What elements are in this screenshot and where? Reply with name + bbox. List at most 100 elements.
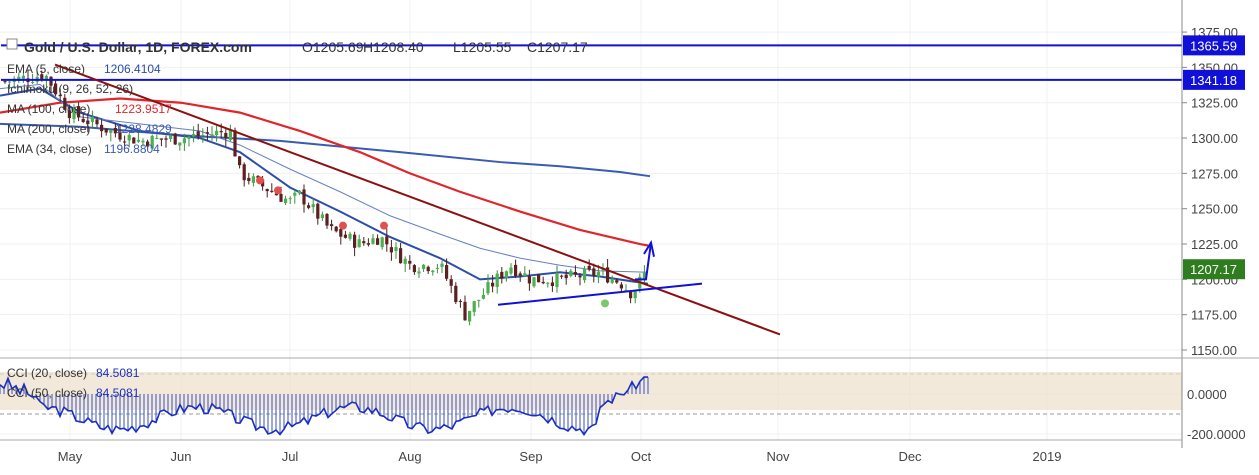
candle-body — [307, 205, 311, 208]
candle-body — [399, 248, 403, 264]
cci-oscillator — [0, 376, 649, 437]
candle-body — [353, 234, 357, 248]
candle-body — [376, 238, 380, 245]
candle-body — [100, 124, 104, 132]
candle-body — [472, 301, 476, 312]
candle-body — [288, 198, 292, 200]
candle-body — [394, 247, 398, 251]
candle-body — [270, 190, 274, 192]
price-tick-label: 1325.00 — [1191, 96, 1238, 111]
candle-body — [187, 136, 191, 139]
candle-body — [224, 132, 228, 138]
indicator-value: 1196.8804 — [104, 142, 160, 156]
hline-price-label: 1341.18 — [1190, 73, 1237, 88]
candle-body — [81, 118, 85, 123]
price-tick-label: 1150.00 — [1191, 343, 1237, 358]
time-label: Aug — [398, 449, 421, 464]
candle-body — [596, 271, 600, 277]
candle-body — [320, 214, 324, 219]
collapse-icon[interactable] — [6, 38, 18, 50]
candle-body — [63, 97, 67, 110]
candle-body — [504, 271, 508, 278]
price-tick-label: 1300.00 — [1191, 131, 1238, 146]
last-price-label-box — [1183, 259, 1245, 280]
candle-body — [316, 203, 320, 219]
oscillator-value: 84.5081 — [96, 366, 140, 380]
hline-price-label: 1365.59 — [1190, 38, 1237, 53]
candle-body — [481, 294, 485, 299]
cci-tick-label: 0.0000 — [1187, 387, 1227, 402]
signal-dot — [380, 221, 388, 230]
candle-body — [403, 258, 407, 264]
candle-body — [104, 128, 108, 133]
candle-body — [555, 272, 559, 288]
candle-body — [54, 83, 58, 95]
candle-body — [592, 268, 596, 276]
candle-body — [251, 176, 255, 183]
projection-arrow[interactable] — [635, 242, 652, 281]
candle-body — [196, 131, 200, 137]
candle-body — [178, 142, 182, 146]
candle-body — [389, 247, 393, 253]
candle-body — [569, 270, 573, 276]
candle-body — [435, 267, 439, 269]
candle-body — [440, 263, 444, 267]
candle-body — [247, 177, 251, 182]
candle-body — [495, 273, 499, 287]
cci-band — [0, 372, 1182, 410]
candle-body — [325, 214, 329, 226]
candle-body — [150, 135, 154, 149]
candle-body — [164, 138, 168, 140]
cci-line — [0, 376, 648, 437]
candle-body — [169, 135, 173, 139]
time-axis[interactable]: May Jun Jul Aug Sep Oct Nov Dec 2019 — [58, 449, 1062, 464]
candle-body — [454, 285, 458, 303]
price-tick-label: 1250.00 — [1191, 202, 1238, 217]
candle-body — [67, 110, 71, 119]
downtrend-line[interactable] — [54, 63, 781, 336]
candle-body — [77, 106, 81, 118]
candle-body — [159, 138, 163, 140]
candle-body — [238, 156, 242, 166]
candle-body — [95, 119, 99, 125]
candle-body — [242, 164, 246, 181]
support-line[interactable] — [497, 282, 703, 306]
candle-body — [274, 193, 278, 196]
signal-dot — [339, 221, 347, 230]
candle-body — [49, 76, 53, 86]
candle-body — [491, 282, 495, 287]
candle-body — [518, 273, 522, 276]
candle-body — [233, 130, 237, 157]
signal-dot — [601, 299, 609, 308]
candle-body — [146, 141, 150, 147]
candle-body — [583, 268, 587, 281]
candle-body — [431, 270, 435, 273]
candle-body — [256, 175, 260, 178]
candle-body — [219, 131, 223, 133]
cci-axis[interactable]: 0.0000 -200.0000 — [1187, 387, 1246, 442]
last-price-label: 1207.17 — [1190, 262, 1237, 277]
candle-body — [546, 282, 550, 284]
price-labels: 1365.59 1341.18 1207.17 — [1183, 35, 1245, 280]
indicator-label: EMA (5, close) — [7, 62, 85, 76]
candle-body — [72, 108, 76, 120]
candle-body — [215, 130, 219, 136]
candle-body — [463, 301, 467, 321]
candle-body — [113, 127, 117, 134]
candle-body — [619, 284, 623, 289]
ohlc-open: O1205.69 — [302, 39, 364, 55]
candle-body — [123, 141, 127, 143]
candle-body — [141, 140, 145, 143]
indicator-label: EMA (34, close) — [7, 142, 92, 156]
candle-body — [371, 238, 375, 244]
candle-body — [629, 292, 633, 299]
candle-body — [523, 273, 527, 277]
candle-body — [343, 234, 347, 238]
candle-body — [86, 120, 90, 125]
time-label: Oct — [631, 449, 652, 464]
candle-body — [3, 81, 7, 83]
candle-body — [606, 267, 610, 283]
ma-200-line — [0, 122, 651, 178]
